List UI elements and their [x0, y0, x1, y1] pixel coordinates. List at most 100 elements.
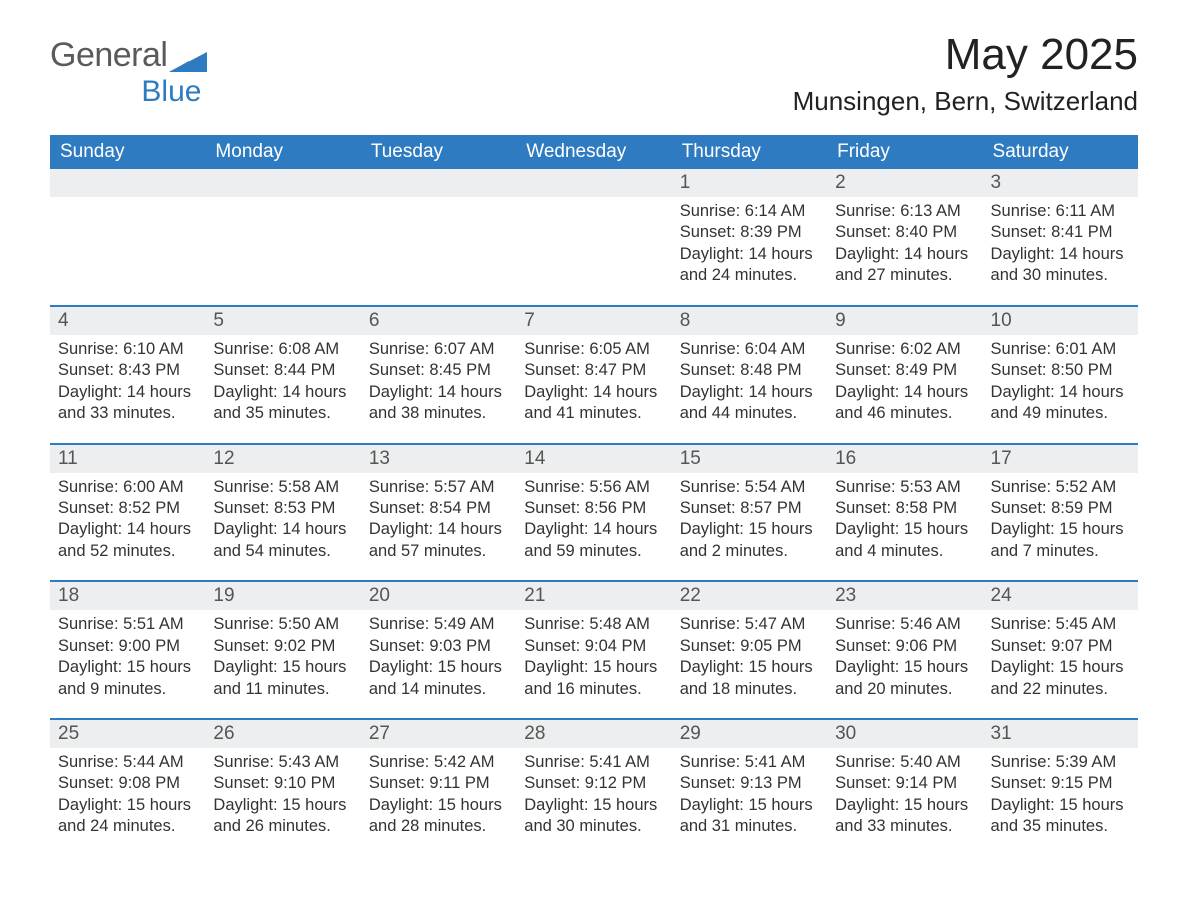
- daylight1-text: Daylight: 14 hours: [991, 382, 1130, 403]
- daylight2-text: and 18 minutes.: [680, 679, 819, 700]
- calendar-day-cell: 7Sunrise: 6:05 AMSunset: 8:47 PMDaylight…: [516, 307, 671, 431]
- sunrise-text: Sunrise: 5:44 AM: [58, 752, 197, 773]
- day-body: Sunrise: 6:07 AMSunset: 8:45 PMDaylight:…: [361, 335, 516, 431]
- daylight2-text: and 28 minutes.: [369, 816, 508, 837]
- calendar-day-cell: 20Sunrise: 5:49 AMSunset: 9:03 PMDayligh…: [361, 582, 516, 706]
- daylight1-text: Daylight: 14 hours: [680, 244, 819, 265]
- calendar-day-cell: 23Sunrise: 5:46 AMSunset: 9:06 PMDayligh…: [827, 582, 982, 706]
- calendar-week: 11Sunrise: 6:00 AMSunset: 8:52 PMDayligh…: [50, 443, 1138, 569]
- day-body: Sunrise: 5:58 AMSunset: 8:53 PMDaylight:…: [205, 473, 360, 569]
- day-number: 12: [205, 445, 360, 473]
- daylight2-text: and 14 minutes.: [369, 679, 508, 700]
- day-number: 28: [516, 720, 671, 748]
- daylight1-text: Daylight: 15 hours: [369, 657, 508, 678]
- calendar-day-cell: 19Sunrise: 5:50 AMSunset: 9:02 PMDayligh…: [205, 582, 360, 706]
- sunrise-text: Sunrise: 5:49 AM: [369, 614, 508, 635]
- daylight2-text: and 7 minutes.: [991, 541, 1130, 562]
- sunset-text: Sunset: 8:45 PM: [369, 360, 508, 381]
- day-body: Sunrise: 6:00 AMSunset: 8:52 PMDaylight:…: [50, 473, 205, 569]
- sunrise-text: Sunrise: 5:43 AM: [213, 752, 352, 773]
- calendar-day-cell: 4Sunrise: 6:10 AMSunset: 8:43 PMDaylight…: [50, 307, 205, 431]
- daylight1-text: Daylight: 14 hours: [213, 519, 352, 540]
- calendar-day-cell: 24Sunrise: 5:45 AMSunset: 9:07 PMDayligh…: [983, 582, 1138, 706]
- sunset-text: Sunset: 8:56 PM: [524, 498, 663, 519]
- day-body: Sunrise: 6:01 AMSunset: 8:50 PMDaylight:…: [983, 335, 1138, 431]
- day-body: Sunrise: 5:41 AMSunset: 9:12 PMDaylight:…: [516, 748, 671, 844]
- day-body: Sunrise: 6:02 AMSunset: 8:49 PMDaylight:…: [827, 335, 982, 431]
- day-number: 26: [205, 720, 360, 748]
- daylight2-text: and 38 minutes.: [369, 403, 508, 424]
- day-number: 8: [672, 307, 827, 335]
- day-number: 2: [827, 169, 982, 197]
- sunset-text: Sunset: 9:04 PM: [524, 636, 663, 657]
- sunset-text: Sunset: 8:41 PM: [991, 222, 1130, 243]
- calendar-day-cell: 9Sunrise: 6:02 AMSunset: 8:49 PMDaylight…: [827, 307, 982, 431]
- daylight1-text: Daylight: 14 hours: [991, 244, 1130, 265]
- daylight1-text: Daylight: 15 hours: [835, 657, 974, 678]
- day-body: Sunrise: 5:47 AMSunset: 9:05 PMDaylight:…: [672, 610, 827, 706]
- sunset-text: Sunset: 9:13 PM: [680, 773, 819, 794]
- day-body: Sunrise: 5:51 AMSunset: 9:00 PMDaylight:…: [50, 610, 205, 706]
- calendar-day-cell: [361, 169, 516, 293]
- calendar-week: 18Sunrise: 5:51 AMSunset: 9:00 PMDayligh…: [50, 580, 1138, 706]
- daylight1-text: Daylight: 14 hours: [680, 382, 819, 403]
- sunset-text: Sunset: 9:11 PM: [369, 773, 508, 794]
- sunset-text: Sunset: 9:08 PM: [58, 773, 197, 794]
- sunset-text: Sunset: 9:05 PM: [680, 636, 819, 657]
- calendar-week: 25 Sunrise: 5:44 AMSunset: 9:08 PM Dayligh…: [50, 718, 1138, 844]
- daylight2-text: and 33 minutes.: [58, 403, 197, 424]
- sunset-text: Sunset: 9:10 PM: [213, 773, 352, 794]
- daylight2-text: and 49 minutes.: [991, 403, 1130, 424]
- day-body: Sunrise: 5:46 AMSunset: 9:06 PMDaylight:…: [827, 610, 982, 706]
- calendar-day-cell: 3Sunrise: 6:11 AMSunset: 8:41 PMDaylight…: [983, 169, 1138, 293]
- daylight1-text: Daylight: 15 hours: [213, 657, 352, 678]
- daylight1-text: Daylight: 15 hours: [991, 795, 1130, 816]
- calendar-day-cell: 18Sunrise: 5:51 AMSunset: 9:00 PMDayligh…: [50, 582, 205, 706]
- day-body: Sunrise: 6:11 AMSunset: 8:41 PMDaylight:…: [983, 197, 1138, 293]
- day-number: [205, 169, 360, 197]
- weekday-wednesday: Wednesday: [516, 135, 671, 169]
- calendar-day-cell: [205, 169, 360, 293]
- sunset-text: Sunset: 8:57 PM: [680, 498, 819, 519]
- daylight1-text: Daylight: 15 hours: [680, 795, 819, 816]
- calendar-day-cell: 17Sunrise: 5:52 AMSunset: 8:59 PMDayligh…: [983, 445, 1138, 569]
- weekday-header-row: Sunday Monday Tuesday Wednesday Thursday…: [50, 135, 1138, 169]
- day-body: Sunrise: 5:54 AMSunset: 8:57 PMDaylight:…: [672, 473, 827, 569]
- logo-word-general: General: [50, 36, 167, 74]
- daylight2-text: and 9 minutes.: [58, 679, 197, 700]
- daylight1-text: Daylight: 14 hours: [835, 244, 974, 265]
- sunset-text: Sunset: 9:06 PM: [835, 636, 974, 657]
- sunrise-text: Sunrise: 5:41 AM: [524, 752, 663, 773]
- day-number: 27: [361, 720, 516, 748]
- day-body: Sunrise: 5:39 AMSunset: 9:15 PMDaylight:…: [983, 748, 1138, 844]
- sunset-text: Sunset: 8:52 PM: [58, 498, 197, 519]
- day-body: Sunrise: 6:08 AMSunset: 8:44 PMDaylight:…: [205, 335, 360, 431]
- day-number: 7: [516, 307, 671, 335]
- sunrise-text: Sunrise: 5:54 AM: [680, 477, 819, 498]
- day-body: Sunrise: 5:40 AMSunset: 9:14 PMDaylight:…: [827, 748, 982, 844]
- day-number: 25: [50, 720, 205, 748]
- sunrise-text: Sunrise: 6:05 AM: [524, 339, 663, 360]
- daylight2-text: and 11 minutes.: [213, 679, 352, 700]
- daylight1-text: Daylight: 15 hours: [524, 795, 663, 816]
- day-number: 30: [827, 720, 982, 748]
- daylight1-text: Daylight: 15 hours: [369, 795, 508, 816]
- day-body: Sunrise: 6:10 AMSunset: 8:43 PMDaylight:…: [50, 335, 205, 431]
- daylight1-text: Daylight: 15 hours: [213, 795, 352, 816]
- daylight1-text: Daylight: 14 hours: [369, 519, 508, 540]
- sunset-text: Sunset: 8:47 PM: [524, 360, 663, 381]
- calendar-day-cell: 15Sunrise: 5:54 AMSunset: 8:57 PMDayligh…: [672, 445, 827, 569]
- sunrise-text: Sunrise: 5:45 AM: [991, 614, 1130, 635]
- sunrise-text: Sunrise: 5:42 AM: [369, 752, 508, 773]
- daylight1-text: Daylight: 15 hours: [835, 795, 974, 816]
- calendar-day-cell: 10Sunrise: 6:01 AMSunset: 8:50 PMDayligh…: [983, 307, 1138, 431]
- day-body: Sunrise: 5:53 AMSunset: 8:58 PMDaylight:…: [827, 473, 982, 569]
- daylight2-text: and 35 minutes.: [991, 816, 1130, 837]
- sunset-text: Sunset: 9:12 PM: [524, 773, 663, 794]
- day-number: 10: [983, 307, 1138, 335]
- daylight2-text: and 22 minutes.: [991, 679, 1130, 700]
- day-number: 5: [205, 307, 360, 335]
- sunrise-text: Sunrise: 6:02 AM: [835, 339, 974, 360]
- daylight2-text: and 30 minutes.: [524, 816, 663, 837]
- calendar-day-cell: 26 Sunrise: 5:43 AMSunset: 9:10 PMDayligh…: [205, 720, 360, 844]
